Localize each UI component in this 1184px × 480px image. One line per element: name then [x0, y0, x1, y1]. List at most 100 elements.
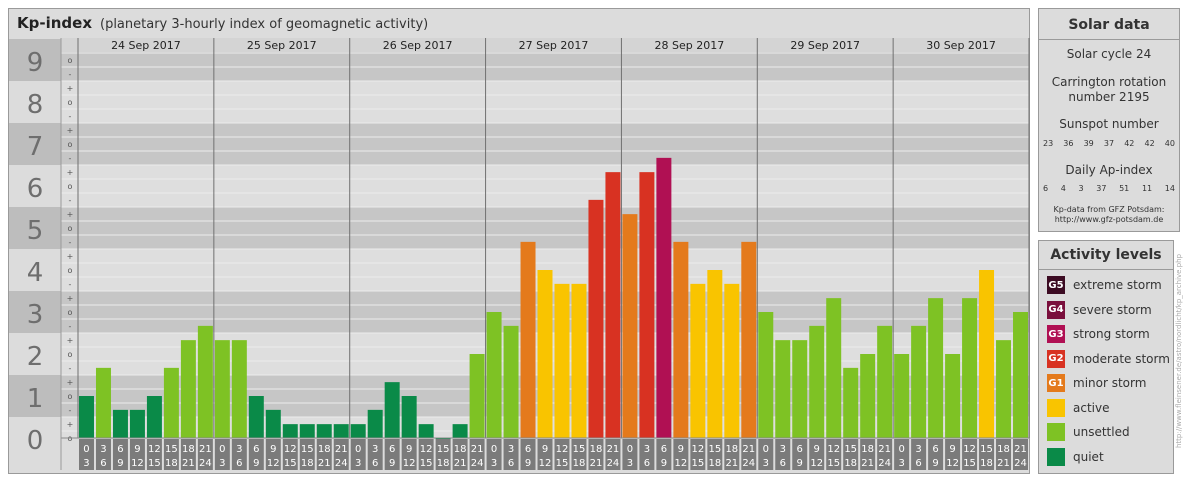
minor-mark: -: [69, 280, 72, 289]
day-label: 30 Sep 2017: [926, 39, 996, 52]
sunspot-value: 23: [1043, 139, 1054, 148]
slot-box: [588, 439, 604, 470]
plot-band: [61, 81, 1029, 123]
ap-value: 4: [1060, 184, 1066, 193]
slot-box: [367, 439, 383, 470]
slot-box: [146, 439, 162, 470]
watermark: http://www.fleinsener.de/astro/nordlicht…: [1175, 240, 1183, 460]
minor-mark: +: [67, 378, 74, 387]
plot-band: [61, 123, 1029, 165]
slot-box: [435, 439, 451, 470]
sunspot-value: 40: [1164, 139, 1175, 148]
activity-level-item: G1 minor storm: [1047, 373, 1146, 393]
minor-mark: -: [69, 154, 72, 163]
slot-start-label: 0: [219, 444, 225, 455]
kp-bar: [656, 157, 672, 439]
y-tick-label: 7: [27, 132, 44, 162]
slot-box: [248, 439, 264, 470]
slot-box: [554, 439, 570, 470]
minor-mark: -: [69, 196, 72, 205]
slot-end-label: 9: [661, 458, 667, 469]
kp-bar: [724, 283, 740, 438]
kp-bar: [588, 199, 604, 438]
slot-box: [316, 439, 332, 470]
slot-start-label: 15: [844, 444, 857, 455]
activity-level-item: G3 strong storm: [1047, 324, 1150, 344]
day-label: 27 Sep 2017: [519, 39, 589, 52]
slot-start-label: 15: [573, 444, 586, 455]
slot-start-label: 21: [607, 444, 620, 455]
slot-start-label: 15: [980, 444, 993, 455]
slot-start-label: 9: [134, 444, 140, 455]
slot-box: [401, 439, 417, 470]
activity-levels-panel: Activity levels G5 extreme storm G4 severe …: [1038, 240, 1174, 474]
level-label: minor storm: [1073, 376, 1147, 390]
kp-bar: [520, 241, 536, 438]
y-band: [9, 207, 61, 249]
slot-end-label: 15: [420, 458, 433, 469]
kp-bar: [316, 424, 332, 438]
slot-box: [826, 439, 842, 470]
kp-bar: [265, 409, 281, 438]
slot-start-label: 3: [236, 444, 242, 455]
slot-start-label: 3: [780, 444, 786, 455]
level-label: active: [1073, 400, 1110, 415]
slot-end-label: 21: [590, 458, 603, 469]
slot-box: [843, 439, 859, 470]
slot-box: [996, 439, 1012, 470]
ap-value: 6: [1043, 184, 1049, 193]
kp-bar: [775, 340, 791, 438]
kp-bar: [605, 172, 621, 438]
slot-start-label: 12: [284, 444, 297, 455]
ap-value: 11: [1141, 184, 1153, 193]
kp-bar: [163, 367, 179, 438]
kp-bar: [231, 340, 247, 438]
level-swatch: [1047, 447, 1065, 466]
slot-end-label: 3: [355, 458, 361, 469]
slot-start-label: 18: [590, 444, 603, 455]
kp-bar: [1013, 312, 1028, 438]
date-header-bg: [61, 38, 1029, 52]
kp-bar: [112, 409, 128, 438]
slot-box: [384, 439, 400, 470]
level-label: extreme storm: [1073, 278, 1162, 292]
kp-bar: [843, 367, 859, 438]
slot-start-label: 18: [454, 444, 467, 455]
level-swatch: G2: [1047, 349, 1065, 368]
slot-start-label: 15: [437, 444, 450, 455]
kp-bar: [452, 424, 468, 438]
slot-box: [894, 439, 910, 470]
slot-end-label: 12: [946, 458, 959, 469]
slot-end-label: 18: [301, 458, 314, 469]
slot-end-label: 18: [573, 458, 586, 469]
minor-mark: -: [69, 322, 72, 331]
y-tick-label: 6: [27, 174, 44, 204]
slot-start-label: 9: [678, 444, 684, 455]
level-label: quiet: [1073, 449, 1104, 464]
slot-start-label: 3: [644, 444, 650, 455]
slot-end-label: 12: [539, 458, 552, 469]
activity-divider: [1039, 269, 1173, 270]
minor-mark: o: [68, 350, 73, 359]
solar-data-panel: Solar data Solar cycle 24 Carrington rot…: [1038, 8, 1180, 232]
slot-box: [877, 439, 893, 470]
slot-box: [1013, 439, 1028, 470]
slot-end-label: 9: [797, 458, 803, 469]
sunspot-value: 42: [1144, 139, 1155, 148]
kp-bar: [486, 312, 502, 438]
kp-bar: [792, 340, 808, 438]
slot-box: [537, 439, 553, 470]
ap-value: 51: [1119, 184, 1130, 193]
kp-bar: [894, 354, 910, 438]
slot-end-label: 18: [708, 458, 721, 469]
slot-start-label: 15: [165, 444, 178, 455]
kp-bar: [214, 340, 230, 438]
slot-box: [231, 439, 247, 470]
kp-bar: [758, 312, 774, 438]
slot-end-label: 3: [763, 458, 769, 469]
slot-box: [486, 439, 502, 470]
slot-start-label: 18: [182, 444, 195, 455]
slot-start-label: 6: [661, 444, 667, 455]
ap-value: 14: [1164, 184, 1175, 193]
